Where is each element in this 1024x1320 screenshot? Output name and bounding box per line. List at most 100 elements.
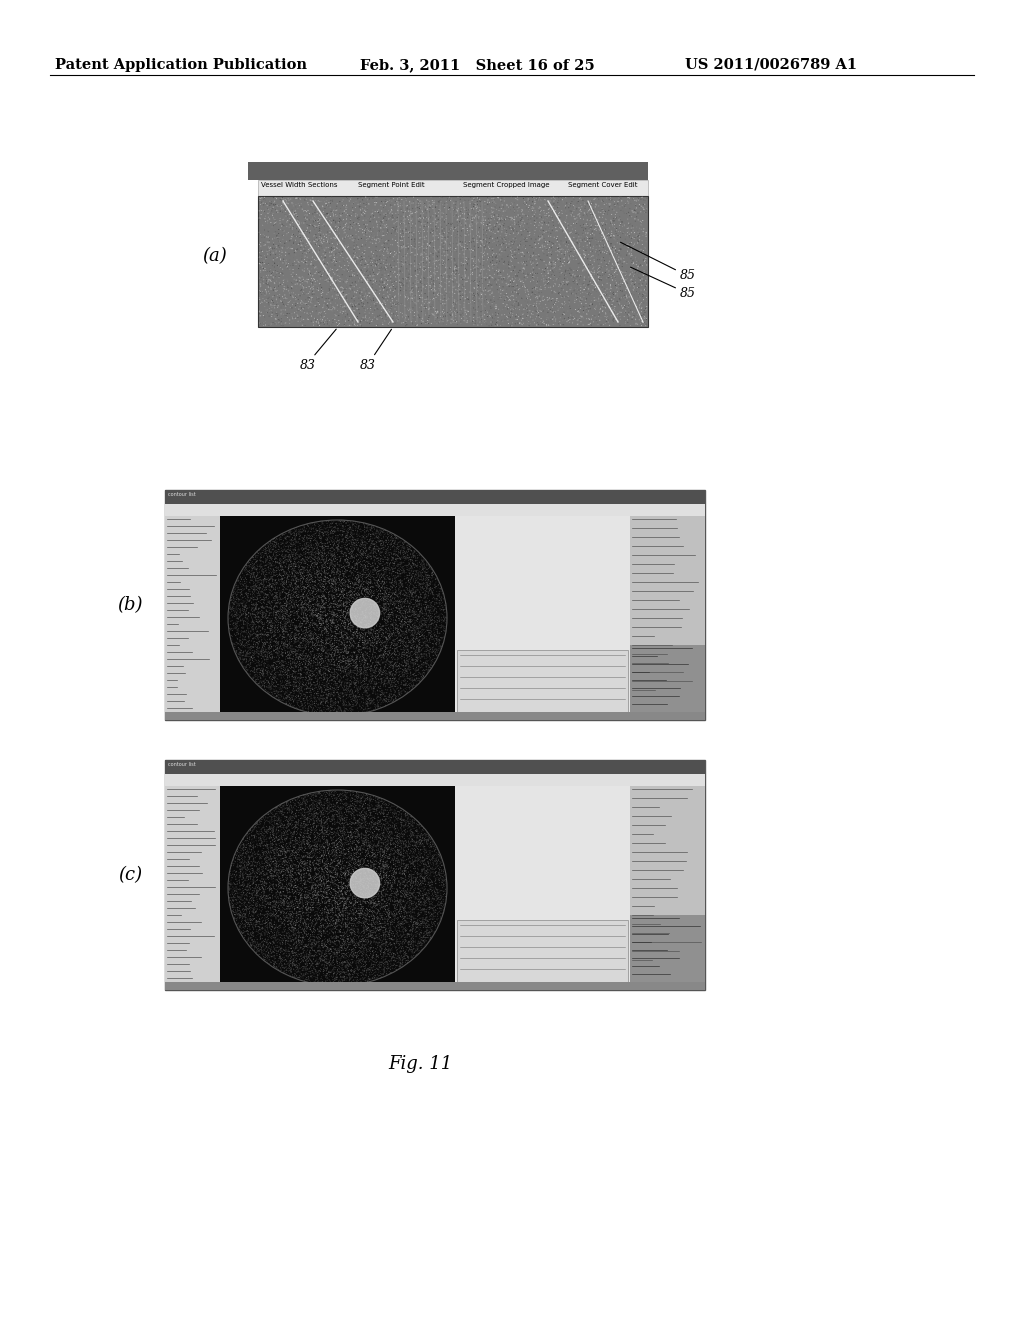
Point	[356, 660, 373, 681]
Point	[436, 869, 453, 890]
Point	[365, 255, 381, 276]
Point	[334, 822, 350, 843]
Point	[318, 832, 335, 853]
Point	[346, 681, 362, 702]
Point	[362, 788, 379, 809]
Point	[427, 301, 443, 322]
Point	[380, 269, 396, 290]
Point	[352, 310, 369, 331]
Point	[340, 965, 356, 986]
Point	[416, 849, 432, 870]
Point	[353, 612, 370, 634]
Point	[358, 935, 375, 956]
Point	[268, 602, 285, 623]
Point	[356, 876, 373, 898]
Point	[263, 810, 280, 832]
Point	[334, 314, 350, 335]
Point	[336, 657, 352, 678]
Point	[399, 602, 416, 623]
Point	[358, 657, 375, 678]
Point	[309, 809, 326, 830]
Point	[389, 648, 406, 669]
Point	[382, 941, 398, 962]
Point	[393, 913, 410, 935]
Point	[371, 878, 387, 899]
Point	[403, 873, 420, 894]
Point	[366, 289, 382, 310]
Point	[372, 913, 388, 935]
Point	[411, 599, 427, 620]
Point	[401, 890, 418, 911]
Point	[327, 921, 343, 942]
Point	[282, 597, 298, 618]
Point	[625, 220, 641, 242]
Point	[369, 817, 385, 838]
Point	[326, 249, 342, 271]
Point	[247, 598, 263, 619]
Point	[312, 206, 329, 227]
Point	[260, 533, 276, 554]
Point	[434, 605, 451, 626]
Point	[291, 953, 307, 974]
Point	[364, 603, 380, 624]
Point	[325, 605, 341, 626]
Point	[280, 940, 296, 961]
Point	[394, 873, 411, 894]
Point	[392, 684, 409, 705]
Point	[380, 936, 396, 957]
Point	[308, 865, 325, 886]
Point	[276, 682, 293, 704]
Point	[369, 268, 385, 289]
Point	[254, 940, 270, 961]
Point	[291, 787, 307, 808]
Point	[348, 664, 365, 685]
Point	[531, 238, 548, 259]
Point	[450, 292, 466, 313]
Point	[263, 198, 280, 219]
Point	[274, 661, 291, 682]
Point	[507, 271, 523, 292]
Point	[391, 242, 408, 263]
Point	[544, 256, 560, 277]
Point	[409, 837, 425, 858]
Point	[435, 249, 452, 271]
Point	[285, 952, 301, 973]
Point	[297, 921, 313, 942]
Point	[467, 789, 483, 810]
Point	[263, 535, 280, 556]
Point	[282, 902, 298, 923]
Point	[422, 626, 438, 647]
Point	[284, 807, 300, 828]
Point	[340, 847, 356, 869]
Point	[264, 647, 281, 668]
Point	[345, 942, 361, 964]
Point	[249, 587, 265, 609]
Point	[316, 636, 333, 657]
Point	[261, 545, 278, 566]
Point	[383, 833, 399, 854]
Point	[301, 651, 317, 672]
Point	[303, 958, 319, 979]
Point	[249, 624, 265, 645]
Point	[276, 851, 293, 873]
Point	[620, 234, 636, 255]
Point	[373, 812, 389, 833]
Point	[329, 787, 345, 808]
Point	[234, 834, 251, 855]
Point	[245, 610, 261, 631]
Point	[346, 574, 362, 595]
Point	[279, 686, 295, 708]
Point	[349, 952, 366, 973]
Point	[374, 952, 390, 973]
Point	[372, 576, 388, 597]
Point	[309, 937, 326, 958]
Point	[421, 909, 437, 931]
Point	[321, 618, 337, 639]
Point	[297, 626, 313, 647]
Point	[366, 632, 382, 653]
Point	[369, 853, 385, 874]
Point	[272, 560, 289, 581]
Point	[257, 587, 273, 609]
Point	[388, 886, 404, 907]
Point	[347, 933, 364, 954]
